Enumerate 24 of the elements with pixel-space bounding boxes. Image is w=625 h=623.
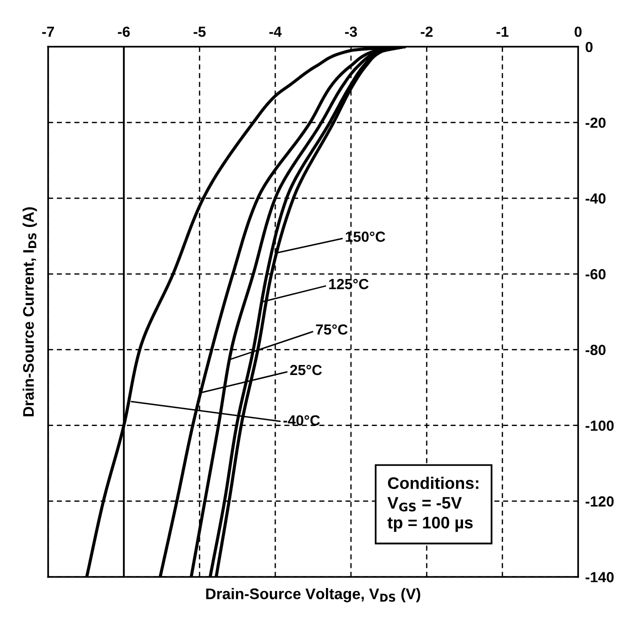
- x-tick-label: 0: [574, 26, 582, 37]
- x-tick-label: -6: [118, 26, 130, 37]
- annotation: 75°C: [316, 324, 348, 335]
- x-axis-title: Drain-Source Voltage, V$_{DS}$ (V): [206, 588, 420, 602]
- y-axis-title: Drain-Source Current, I$_{DS}$ (A): [22, 207, 37, 416]
- x-tick-label: -4: [269, 26, 282, 37]
- x-tick-label: -5: [194, 26, 206, 37]
- y-tick-label: -80: [586, 344, 606, 356]
- y-tick-label: -40: [586, 193, 606, 204]
- annotation: -40°C: [283, 415, 320, 426]
- annotation: 150°C: [346, 232, 386, 242]
- x-tick-label: -3: [345, 26, 357, 37]
- y-tick-label: -20: [586, 118, 606, 128]
- annotation: Conditions: V$_{GS}$ = -5V tp = 100 µs: [387, 476, 478, 532]
- annotation: 25°C: [290, 364, 322, 376]
- x-tick-label: -7: [42, 26, 54, 37]
- x-tick-label: -1: [496, 26, 508, 37]
- y-tick-label: -120: [586, 496, 614, 507]
- y-tick-label: -140: [586, 572, 614, 582]
- y-tick-label: -60: [586, 269, 606, 280]
- y-tick-label: -100: [586, 420, 614, 431]
- y-tick-label: 0: [586, 42, 593, 52]
- x-tick-label: -2: [420, 26, 433, 37]
- annotation: 125°C: [329, 278, 369, 290]
